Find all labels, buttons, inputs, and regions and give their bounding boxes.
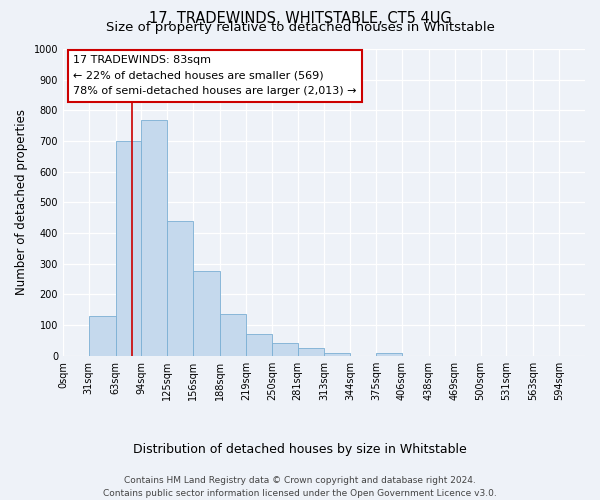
Text: Size of property relative to detached houses in Whitstable: Size of property relative to detached ho… — [106, 22, 494, 35]
Text: 17 TRADEWINDS: 83sqm
← 22% of detached houses are smaller (569)
78% of semi-deta: 17 TRADEWINDS: 83sqm ← 22% of detached h… — [73, 55, 357, 96]
Bar — [376, 352, 402, 356]
Text: 17, TRADEWINDS, WHITSTABLE, CT5 4UG: 17, TRADEWINDS, WHITSTABLE, CT5 4UG — [149, 11, 451, 26]
Bar — [272, 344, 298, 356]
Bar — [298, 348, 325, 356]
Bar — [89, 316, 116, 356]
Bar — [325, 352, 350, 356]
Text: Contains HM Land Registry data © Crown copyright and database right 2024.
Contai: Contains HM Land Registry data © Crown c… — [103, 476, 497, 498]
Text: Distribution of detached houses by size in Whitstable: Distribution of detached houses by size … — [133, 442, 467, 456]
Bar — [220, 314, 246, 356]
Bar — [116, 141, 142, 356]
Bar — [193, 272, 220, 356]
Bar — [246, 334, 272, 356]
Bar — [167, 221, 193, 356]
Y-axis label: Number of detached properties: Number of detached properties — [15, 110, 28, 296]
Bar — [142, 120, 167, 356]
